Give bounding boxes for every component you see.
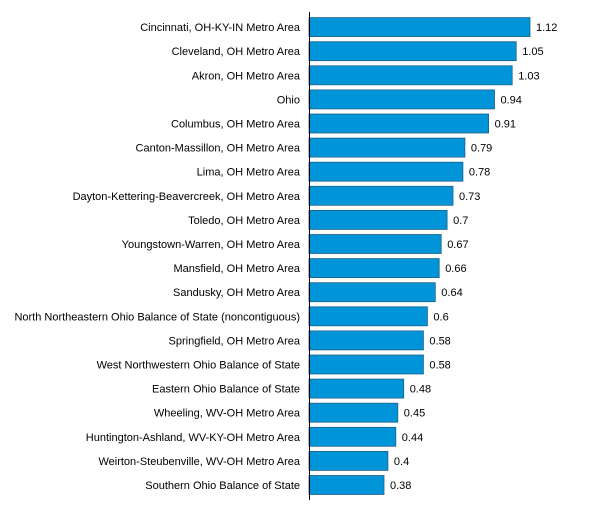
value-label: 0.48 — [410, 384, 431, 396]
category-label: Huntington-Ashland, WV-KY-OH Metro Area — [86, 432, 301, 444]
category-label: Toledo, OH Metro Area — [188, 215, 301, 227]
value-label: 0.67 — [447, 239, 468, 251]
category-label: Cincinnati, OH-KY-IN Metro Area — [140, 22, 301, 34]
bar — [308, 330, 424, 351]
bars-layer — [308, 17, 531, 495]
bar — [308, 209, 448, 230]
category-labels: Cincinnati, OH-KY-IN Metro Area Cleveland… — [14, 22, 300, 492]
value-label: 0.45 — [404, 408, 425, 420]
category-label: Eastern Ohio Balance of State — [152, 384, 300, 396]
bar — [308, 450, 389, 471]
value-label: 1.03 — [518, 70, 539, 82]
value-label: 0.73 — [459, 191, 480, 203]
bar — [308, 89, 495, 110]
category-label: Ohio — [277, 94, 300, 106]
value-label: 0.44 — [402, 432, 423, 444]
value-label: 0.78 — [469, 167, 490, 179]
value-label: 1.05 — [522, 46, 543, 58]
category-label: Dayton-Kettering-Beavercreek, OH Metro A… — [73, 191, 301, 203]
bar — [308, 282, 436, 303]
bar — [308, 65, 513, 86]
value-label: 0.4 — [394, 456, 409, 468]
bar — [308, 378, 405, 399]
bar — [308, 137, 466, 158]
bar — [308, 402, 399, 423]
value-label: 0.79 — [471, 143, 492, 155]
bar — [308, 306, 428, 327]
bar — [308, 113, 490, 134]
category-label: Wheeling, WV-OH Metro Area — [154, 408, 301, 420]
value-label: 0.6 — [433, 311, 448, 323]
value-label: 1.12 — [536, 22, 557, 34]
bar — [308, 258, 440, 279]
category-label: Springfield, OH Metro Area — [169, 335, 301, 347]
bar — [308, 234, 442, 254]
category-label: Mansfield, OH Metro Area — [173, 263, 300, 275]
category-label: Sandusky, OH Metro Area — [173, 287, 301, 299]
bar — [308, 161, 464, 182]
category-label: Akron, OH Metro Area — [192, 70, 301, 82]
value-label: 0.94 — [501, 94, 522, 106]
bar — [308, 354, 424, 375]
value-label: 0.64 — [441, 287, 462, 299]
category-label: Columbus, OH Metro Area — [171, 119, 301, 131]
bar — [308, 41, 517, 62]
value-label: 0.66 — [445, 263, 466, 275]
value-label: 0.38 — [390, 480, 411, 492]
category-label: Canton-Massillon, OH Metro Area — [136, 143, 301, 155]
value-label: 0.58 — [429, 360, 450, 372]
value-label: 0.91 — [495, 119, 516, 131]
category-label: Weirton-Steubenville, WV-OH Metro Area — [98, 456, 300, 468]
category-label: Cleveland, OH Metro Area — [172, 46, 301, 58]
bar — [308, 185, 454, 206]
bar — [308, 17, 531, 38]
value-label: 0.58 — [429, 335, 450, 347]
value-labels: 1.12 1.05 1.03 0.94 0.910.79 0.78 0.73 0.7 0.67 0… — [390, 22, 557, 492]
value-label: 0.7 — [453, 215, 468, 227]
bar — [308, 475, 385, 495]
category-label: Lima, OH Metro Area — [197, 167, 301, 179]
category-label: Youngstown-Warren, OH Metro Area — [122, 239, 301, 251]
bar — [308, 426, 397, 447]
category-label: West Northwestern Ohio Balance of State — [97, 360, 300, 372]
category-label: North Northeastern Ohio Balance of State… — [14, 311, 300, 323]
category-label: Southern Ohio Balance of State — [145, 480, 300, 492]
